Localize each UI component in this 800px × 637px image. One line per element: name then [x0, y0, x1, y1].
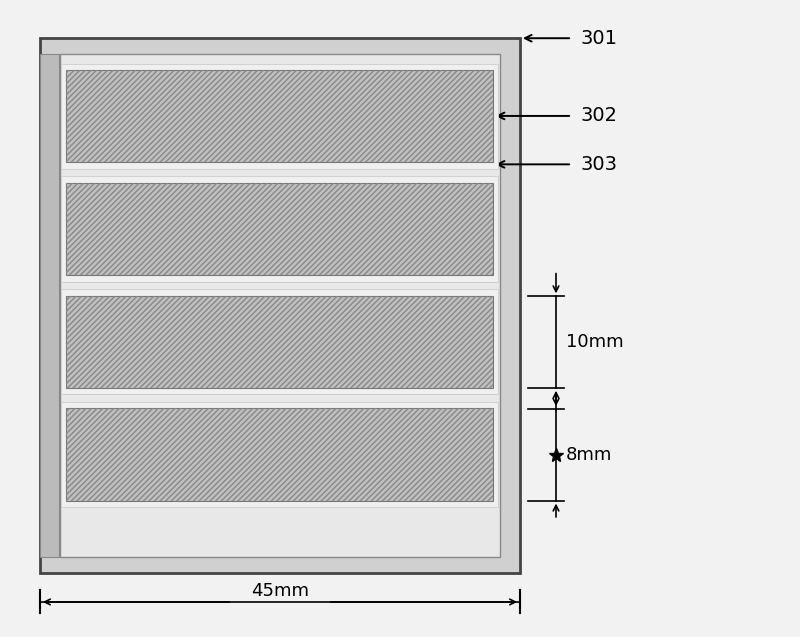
Bar — [61, 402, 498, 507]
Text: 45mm: 45mm — [251, 582, 309, 600]
Bar — [61, 289, 498, 394]
Text: 303: 303 — [580, 155, 617, 174]
Bar — [66, 183, 493, 275]
Bar — [60, 54, 500, 557]
Text: 302: 302 — [580, 106, 617, 125]
Bar — [61, 176, 498, 282]
Text: 8mm: 8mm — [566, 446, 612, 464]
Bar — [66, 70, 493, 162]
Bar — [66, 183, 493, 275]
Text: 301: 301 — [580, 29, 617, 48]
Bar — [66, 70, 493, 162]
Bar — [66, 296, 493, 388]
Text: 10mm: 10mm — [566, 333, 623, 351]
Bar — [66, 296, 493, 388]
Bar — [40, 54, 59, 557]
Bar — [66, 408, 493, 501]
Bar — [40, 38, 520, 573]
Bar — [61, 64, 498, 169]
Bar — [66, 408, 493, 501]
